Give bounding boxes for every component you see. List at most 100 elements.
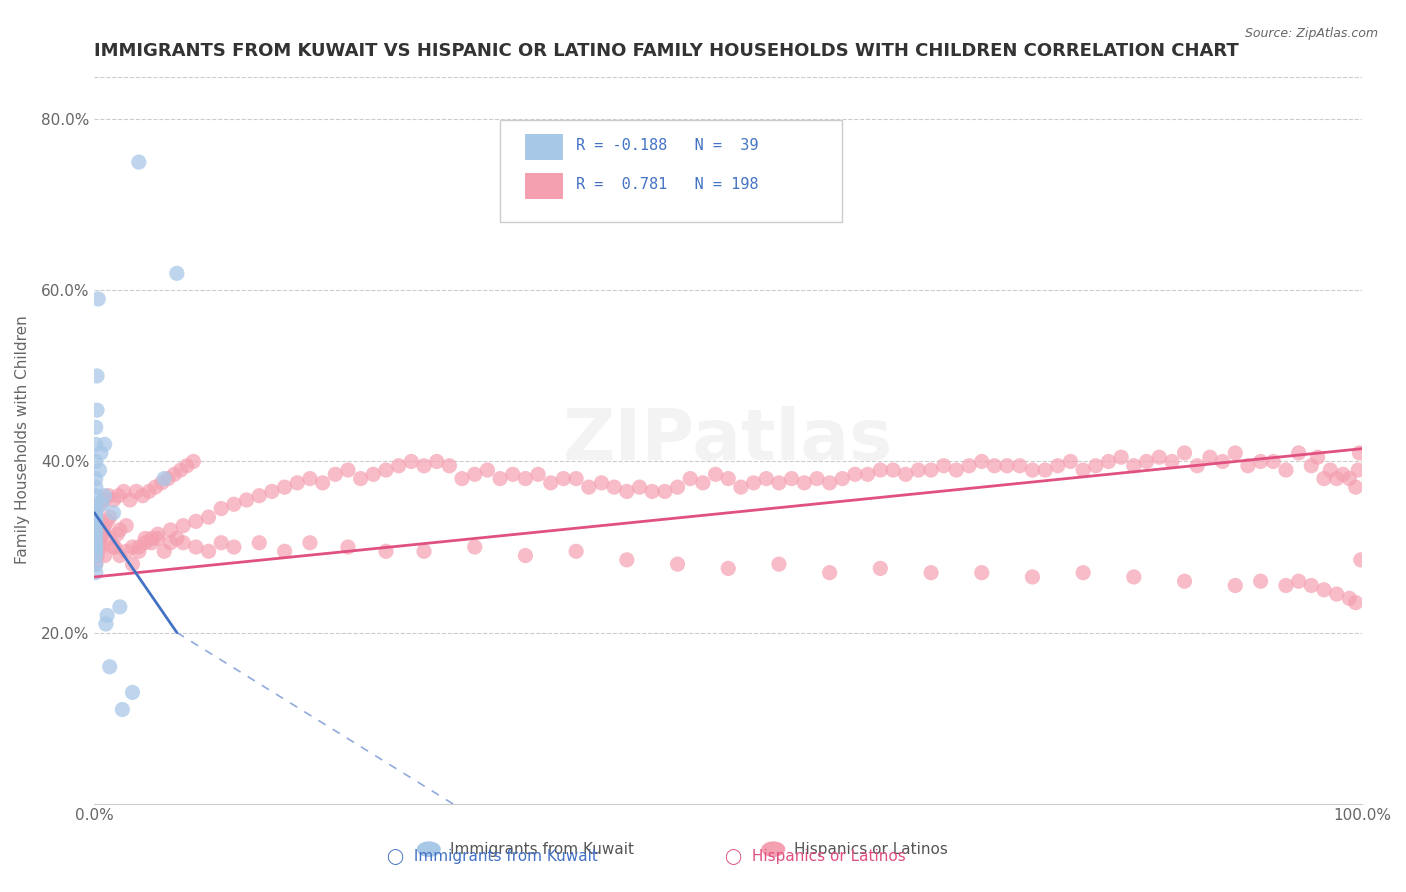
Point	[1263, 454, 1285, 468]
Point	[1331, 467, 1354, 482]
Point	[1237, 458, 1260, 473]
Point	[628, 480, 651, 494]
Point	[128, 155, 150, 169]
Point	[141, 535, 163, 549]
Point	[84, 532, 107, 546]
Point	[260, 484, 283, 499]
Point	[141, 532, 163, 546]
Point	[84, 501, 107, 516]
Point	[375, 463, 398, 477]
Point	[103, 540, 125, 554]
Point	[856, 467, 879, 482]
Point	[945, 463, 967, 477]
Point	[1288, 446, 1310, 460]
Text: ZIPatlas: ZIPatlas	[564, 406, 893, 475]
Point	[565, 544, 588, 558]
Point	[98, 659, 121, 673]
Point	[87, 540, 110, 554]
Point	[1250, 454, 1272, 468]
Point	[920, 463, 942, 477]
Point	[222, 497, 245, 511]
Point	[1326, 587, 1348, 601]
Point	[806, 472, 828, 486]
Point	[159, 523, 181, 537]
Point	[84, 489, 107, 503]
Text: IMMIGRANTS FROM KUWAIT VS HISPANIC OR LATINO FAMILY HOUSEHOLDS WITH CHILDREN COR: IMMIGRANTS FROM KUWAIT VS HISPANIC OR LA…	[94, 42, 1239, 60]
Point	[1021, 463, 1043, 477]
Point	[995, 458, 1018, 473]
Point	[134, 535, 156, 549]
Point	[104, 540, 127, 554]
Point	[103, 506, 125, 520]
Y-axis label: Family Households with Children: Family Households with Children	[15, 316, 30, 565]
Point	[489, 472, 512, 486]
Point	[84, 437, 107, 451]
Point	[84, 506, 107, 520]
Point	[84, 480, 107, 494]
Point	[692, 475, 714, 490]
Point	[93, 493, 115, 508]
Point	[96, 514, 118, 528]
Point	[363, 467, 385, 482]
Point	[1187, 458, 1209, 473]
Point	[94, 617, 117, 632]
Point	[273, 480, 295, 494]
Point	[869, 561, 891, 575]
Point	[172, 518, 194, 533]
Point	[920, 566, 942, 580]
Point	[118, 493, 141, 508]
Point	[91, 527, 114, 541]
Point	[1199, 450, 1222, 465]
Point	[128, 544, 150, 558]
Text: Source: ZipAtlas.com: Source: ZipAtlas.com	[1244, 27, 1378, 40]
Point	[247, 535, 270, 549]
Point	[84, 566, 107, 580]
Point	[209, 501, 232, 516]
Point	[527, 467, 550, 482]
Point	[298, 472, 321, 486]
Point	[413, 544, 436, 558]
Point	[477, 463, 499, 477]
Point	[84, 540, 107, 554]
Point	[1033, 463, 1056, 477]
Point	[93, 437, 115, 451]
Point	[591, 475, 613, 490]
Text: ◯  Hispanics or Latinos: ◯ Hispanics or Latinos	[725, 848, 905, 864]
Point	[413, 458, 436, 473]
Point	[1059, 454, 1081, 468]
FancyBboxPatch shape	[526, 172, 564, 199]
Point	[616, 553, 638, 567]
Point	[89, 497, 111, 511]
Point	[183, 454, 205, 468]
Point	[1275, 463, 1298, 477]
Point	[654, 484, 676, 499]
Point	[1313, 472, 1336, 486]
Point	[89, 463, 111, 477]
Point	[98, 510, 121, 524]
Point	[336, 463, 359, 477]
Point	[108, 599, 131, 614]
Point	[717, 561, 740, 575]
Point	[84, 510, 107, 524]
Point	[153, 544, 176, 558]
Point	[184, 540, 207, 554]
Point	[1306, 450, 1329, 465]
Point	[131, 489, 153, 503]
Point	[1008, 458, 1031, 473]
Point	[84, 557, 107, 571]
Point	[97, 489, 120, 503]
FancyBboxPatch shape	[526, 134, 564, 161]
Point	[375, 544, 398, 558]
Point	[90, 532, 112, 546]
Point	[84, 549, 107, 563]
Point	[222, 540, 245, 554]
Point	[84, 527, 107, 541]
Point	[1348, 446, 1371, 460]
Point	[1288, 574, 1310, 589]
Point	[108, 549, 131, 563]
Point	[247, 489, 270, 503]
Point	[166, 532, 188, 546]
Point	[1344, 480, 1367, 494]
Point	[121, 540, 143, 554]
Point	[84, 523, 107, 537]
